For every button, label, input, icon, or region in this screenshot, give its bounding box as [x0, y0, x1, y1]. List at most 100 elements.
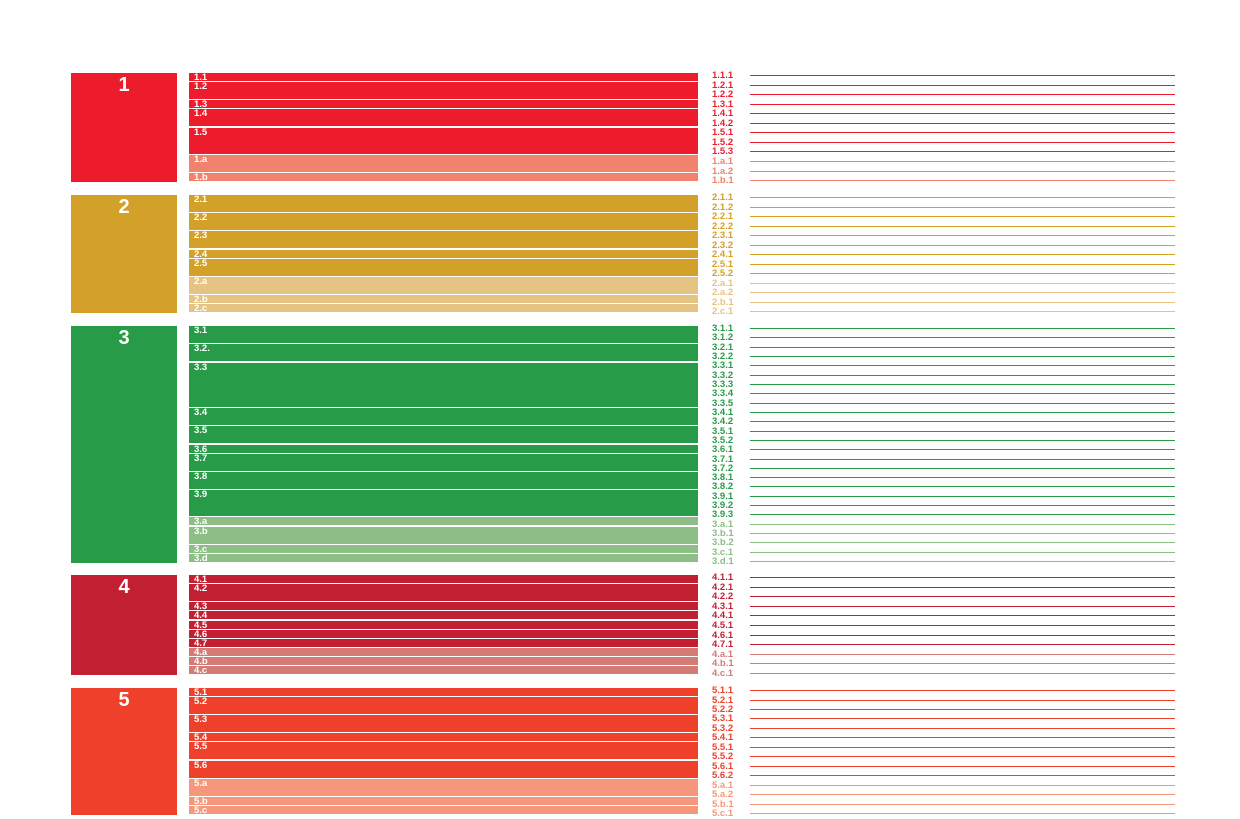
indicator-row: 5.3.2	[712, 724, 1175, 733]
indicator-label: 1.2.2	[712, 89, 734, 101]
target-bar-4-c: 4.c	[189, 664, 698, 676]
indicator-label: 2.3.1	[712, 230, 734, 241]
goal-3-box: 3	[71, 326, 177, 563]
indicator-line	[750, 421, 1175, 423]
target-label: 1.5	[194, 126, 208, 138]
indicator-row: 3.4.1	[712, 408, 1175, 417]
indicator-label: 5.b.1	[712, 798, 734, 810]
indicator-label: 3.8.1	[712, 472, 734, 484]
indicator-label: 5.2.1	[712, 694, 734, 706]
indicator-row: 4.a.1	[712, 650, 1175, 659]
indicator-label: 1.a.1	[712, 155, 734, 167]
indicator-line	[750, 160, 1175, 162]
indicator-row: 4.c.1	[712, 669, 1175, 678]
target-bar-2-a: 2.a	[189, 276, 698, 294]
indicator-line	[750, 551, 1175, 553]
indicator-label: 4.4.1	[712, 610, 734, 622]
goal-4-box: 4	[71, 575, 177, 675]
indicator-label: 4.5.1	[712, 620, 734, 631]
indicator-row: 1.4.1	[712, 109, 1175, 118]
target-bar-3-9: 3.9	[189, 490, 698, 517]
indicator-row: 5.6.2	[712, 771, 1175, 780]
indicator-line	[750, 273, 1175, 274]
indicator-line	[750, 244, 1175, 246]
indicator-label: 1.5.3	[712, 146, 734, 158]
indicator-label: 4.3.1	[712, 600, 734, 612]
target-bar-4-1: 4.1	[189, 575, 698, 584]
indicator-row: 1.a.2	[712, 166, 1175, 176]
indicator-row: 3.d.1	[712, 557, 1175, 566]
target-bar-3-6: 3.6	[189, 444, 698, 454]
indicator-line	[750, 151, 1175, 153]
indicator-label: 5.4.1	[712, 732, 734, 744]
indicator-line	[750, 103, 1175, 105]
indicator-label: 3.2.2	[712, 351, 734, 362]
indicator-label: 2.c.1	[712, 306, 734, 317]
indicator-row: 5.3.1	[712, 714, 1175, 724]
indicator-line	[750, 605, 1175, 607]
target-label: 3.b	[194, 525, 208, 537]
target-label: 5.1	[194, 687, 208, 698]
indicator-row: 3.6.1	[712, 445, 1175, 454]
indicator-line	[750, 653, 1175, 655]
indicator-row: 4.6.1	[712, 630, 1175, 640]
indicator-label: 3.c.1	[712, 546, 734, 558]
indicator-row: 3.c.1	[712, 547, 1175, 557]
target-label: 3.5	[194, 425, 208, 437]
target-label: 4.c	[194, 664, 208, 676]
indicator-label: 3.4.1	[712, 406, 734, 418]
indicator-label: 3.b.1	[712, 528, 734, 539]
target-label: 2.4	[194, 248, 208, 260]
indicator-row: 3.1.2	[712, 333, 1175, 343]
indicator-line	[750, 718, 1175, 720]
indicator-label: 1.b.1	[712, 175, 734, 186]
target-label: 3.7	[194, 452, 208, 464]
indicator-line	[750, 634, 1175, 636]
indicator-line	[750, 346, 1175, 348]
indicator-line	[750, 625, 1175, 626]
target-label: 2.5	[194, 257, 208, 269]
indicator-row: 3.b.2	[712, 538, 1175, 548]
target-bar-5-1: 5.1	[189, 687, 698, 698]
indicator-line	[750, 505, 1175, 507]
indicator-row: 5.6.1	[712, 761, 1175, 771]
indicator-line	[750, 467, 1175, 469]
indicator-line	[750, 784, 1175, 786]
indicator-label: 4.c.1	[712, 668, 734, 679]
indicator-line	[750, 430, 1175, 432]
indicator-row: 2.5.2	[712, 269, 1175, 278]
target-label: 1.3	[194, 99, 208, 111]
indicator-row: 2.a.2	[712, 288, 1175, 297]
indicator-line	[750, 533, 1175, 534]
target-bar-3-b: 3.b	[189, 525, 698, 544]
indicator-label: 3.3.3	[712, 378, 734, 390]
indicator-label: 2.5.2	[712, 268, 734, 279]
target-label: 2.c	[194, 302, 208, 314]
indicator-row: 1.2.2	[712, 90, 1175, 99]
indicator-line	[750, 180, 1175, 181]
indicator-line	[750, 690, 1175, 691]
target-bar-2-2: 2.2	[189, 212, 698, 231]
indicator-row: 4.5.1	[712, 621, 1175, 630]
target-bar-4-a: 4.a	[189, 647, 698, 657]
target-label: 1.4	[194, 108, 208, 120]
target-bar-5-6: 5.6	[189, 760, 698, 778]
goal-number: 4	[118, 576, 130, 598]
target-label: 2.2	[194, 212, 208, 224]
indicator-row: 3.1.1	[712, 324, 1175, 333]
target-bar-4-6: 4.6	[189, 629, 698, 639]
indicator-label: 4.2.2	[712, 591, 734, 603]
indicator-label: 2.5.1	[712, 258, 734, 270]
indicator-line	[750, 75, 1175, 76]
indicator-line	[750, 383, 1175, 385]
indicator-row: 5.b.1	[712, 799, 1175, 809]
indicator-row: 1.5.2	[712, 138, 1175, 147]
target-bar-4-5: 4.5	[189, 620, 698, 630]
target-label: 3.3	[194, 361, 208, 373]
indicator-row: 3.4.2	[712, 417, 1175, 426]
indicator-line	[750, 615, 1175, 617]
goal-number: 2	[118, 196, 130, 218]
indicator-line	[750, 402, 1175, 404]
target-label: 5.a	[194, 777, 208, 789]
indicator-line	[750, 254, 1175, 255]
